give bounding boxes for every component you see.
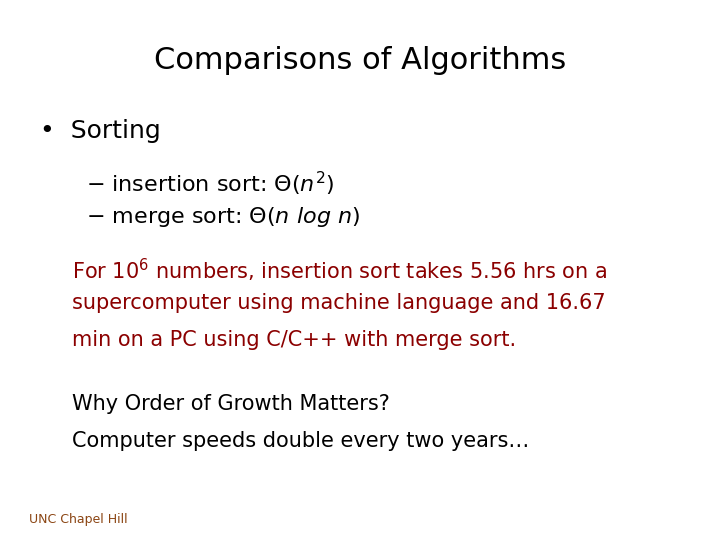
Text: $-$ merge sort: $\Theta(n\ \mathit{log}\ n)$: $-$ merge sort: $\Theta(n\ \mathit{log}\… — [86, 205, 361, 229]
Text: For $10^6$ numbers, insertion sort takes 5.56 hrs on a: For $10^6$ numbers, insertion sort takes… — [72, 256, 607, 284]
Text: UNC Chapel Hill: UNC Chapel Hill — [29, 514, 127, 526]
Text: Computer speeds double every two years…: Computer speeds double every two years… — [72, 431, 529, 451]
Text: Why Order of Growth Matters?: Why Order of Growth Matters? — [72, 394, 390, 414]
Text: $-$ insertion sort: $\Theta(n^2)$: $-$ insertion sort: $\Theta(n^2)$ — [86, 170, 335, 198]
Text: •  Sorting: • Sorting — [40, 119, 161, 143]
Text: supercomputer using machine language and 16.67: supercomputer using machine language and… — [72, 293, 606, 313]
Text: min on a PC using C/C++ with merge sort.: min on a PC using C/C++ with merge sort. — [72, 330, 516, 350]
Text: Comparisons of Algorithms: Comparisons of Algorithms — [154, 46, 566, 75]
